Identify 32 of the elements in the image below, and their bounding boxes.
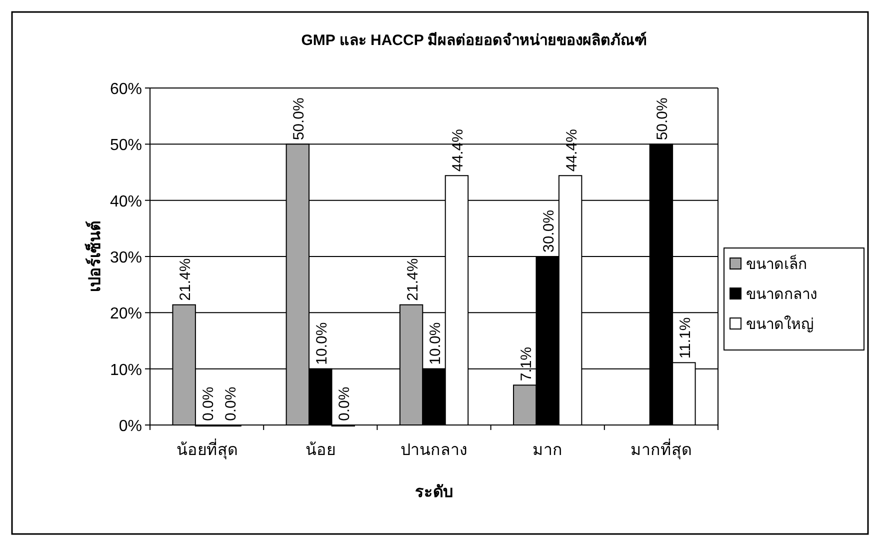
x-tick-label: น้อย xyxy=(305,441,336,459)
data-label: 7.1% xyxy=(518,346,535,382)
chart-title: GMP และ HACCP มีผลต่อยอดจำหน่ายของผลิตภัณฑ์ xyxy=(301,31,647,49)
data-label: 0.0% xyxy=(200,386,217,421)
data-label: 10.0% xyxy=(313,322,330,365)
data-label: 50.0% xyxy=(290,98,308,140)
x-tick-label: น้อยที่สุด xyxy=(176,438,238,460)
data-label: 44.4% xyxy=(563,129,580,172)
x-tick-label: ปานกลาง xyxy=(400,442,468,459)
legend-label: ขนาดใหญ่ xyxy=(746,315,814,333)
data-label: 30.0% xyxy=(540,210,558,252)
x-tick-label: มาก xyxy=(532,442,563,459)
y-axis-title: เปอร์เซ็นต์ xyxy=(83,221,104,292)
data-label: 21.4% xyxy=(177,258,194,301)
y-tick-label: 40% xyxy=(110,193,142,210)
x-axis-title: ระดับ xyxy=(415,483,453,501)
data-label: 21.4% xyxy=(404,258,422,301)
data-label: 0.0% xyxy=(336,386,354,421)
data-label: 50.0% xyxy=(654,98,672,140)
data-label: 0.0% xyxy=(222,386,240,421)
data-label: 11.1% xyxy=(676,317,694,359)
y-tick-label: 20% xyxy=(110,306,142,323)
legend-label: ขนาดเล็ก xyxy=(746,254,807,273)
y-tick-label: 0% xyxy=(118,418,142,435)
y-tick-label: 30% xyxy=(110,250,142,266)
legend-label: ขนาดกลาง xyxy=(746,286,817,303)
x-tick-label: มากที่สุด xyxy=(630,438,692,460)
y-tick-label: 60% xyxy=(110,81,142,98)
data-label: 10.0% xyxy=(427,322,444,365)
y-tick-label: 50% xyxy=(110,137,142,154)
y-tick-label: 10% xyxy=(110,362,142,379)
data-label: 44.4% xyxy=(450,129,467,172)
